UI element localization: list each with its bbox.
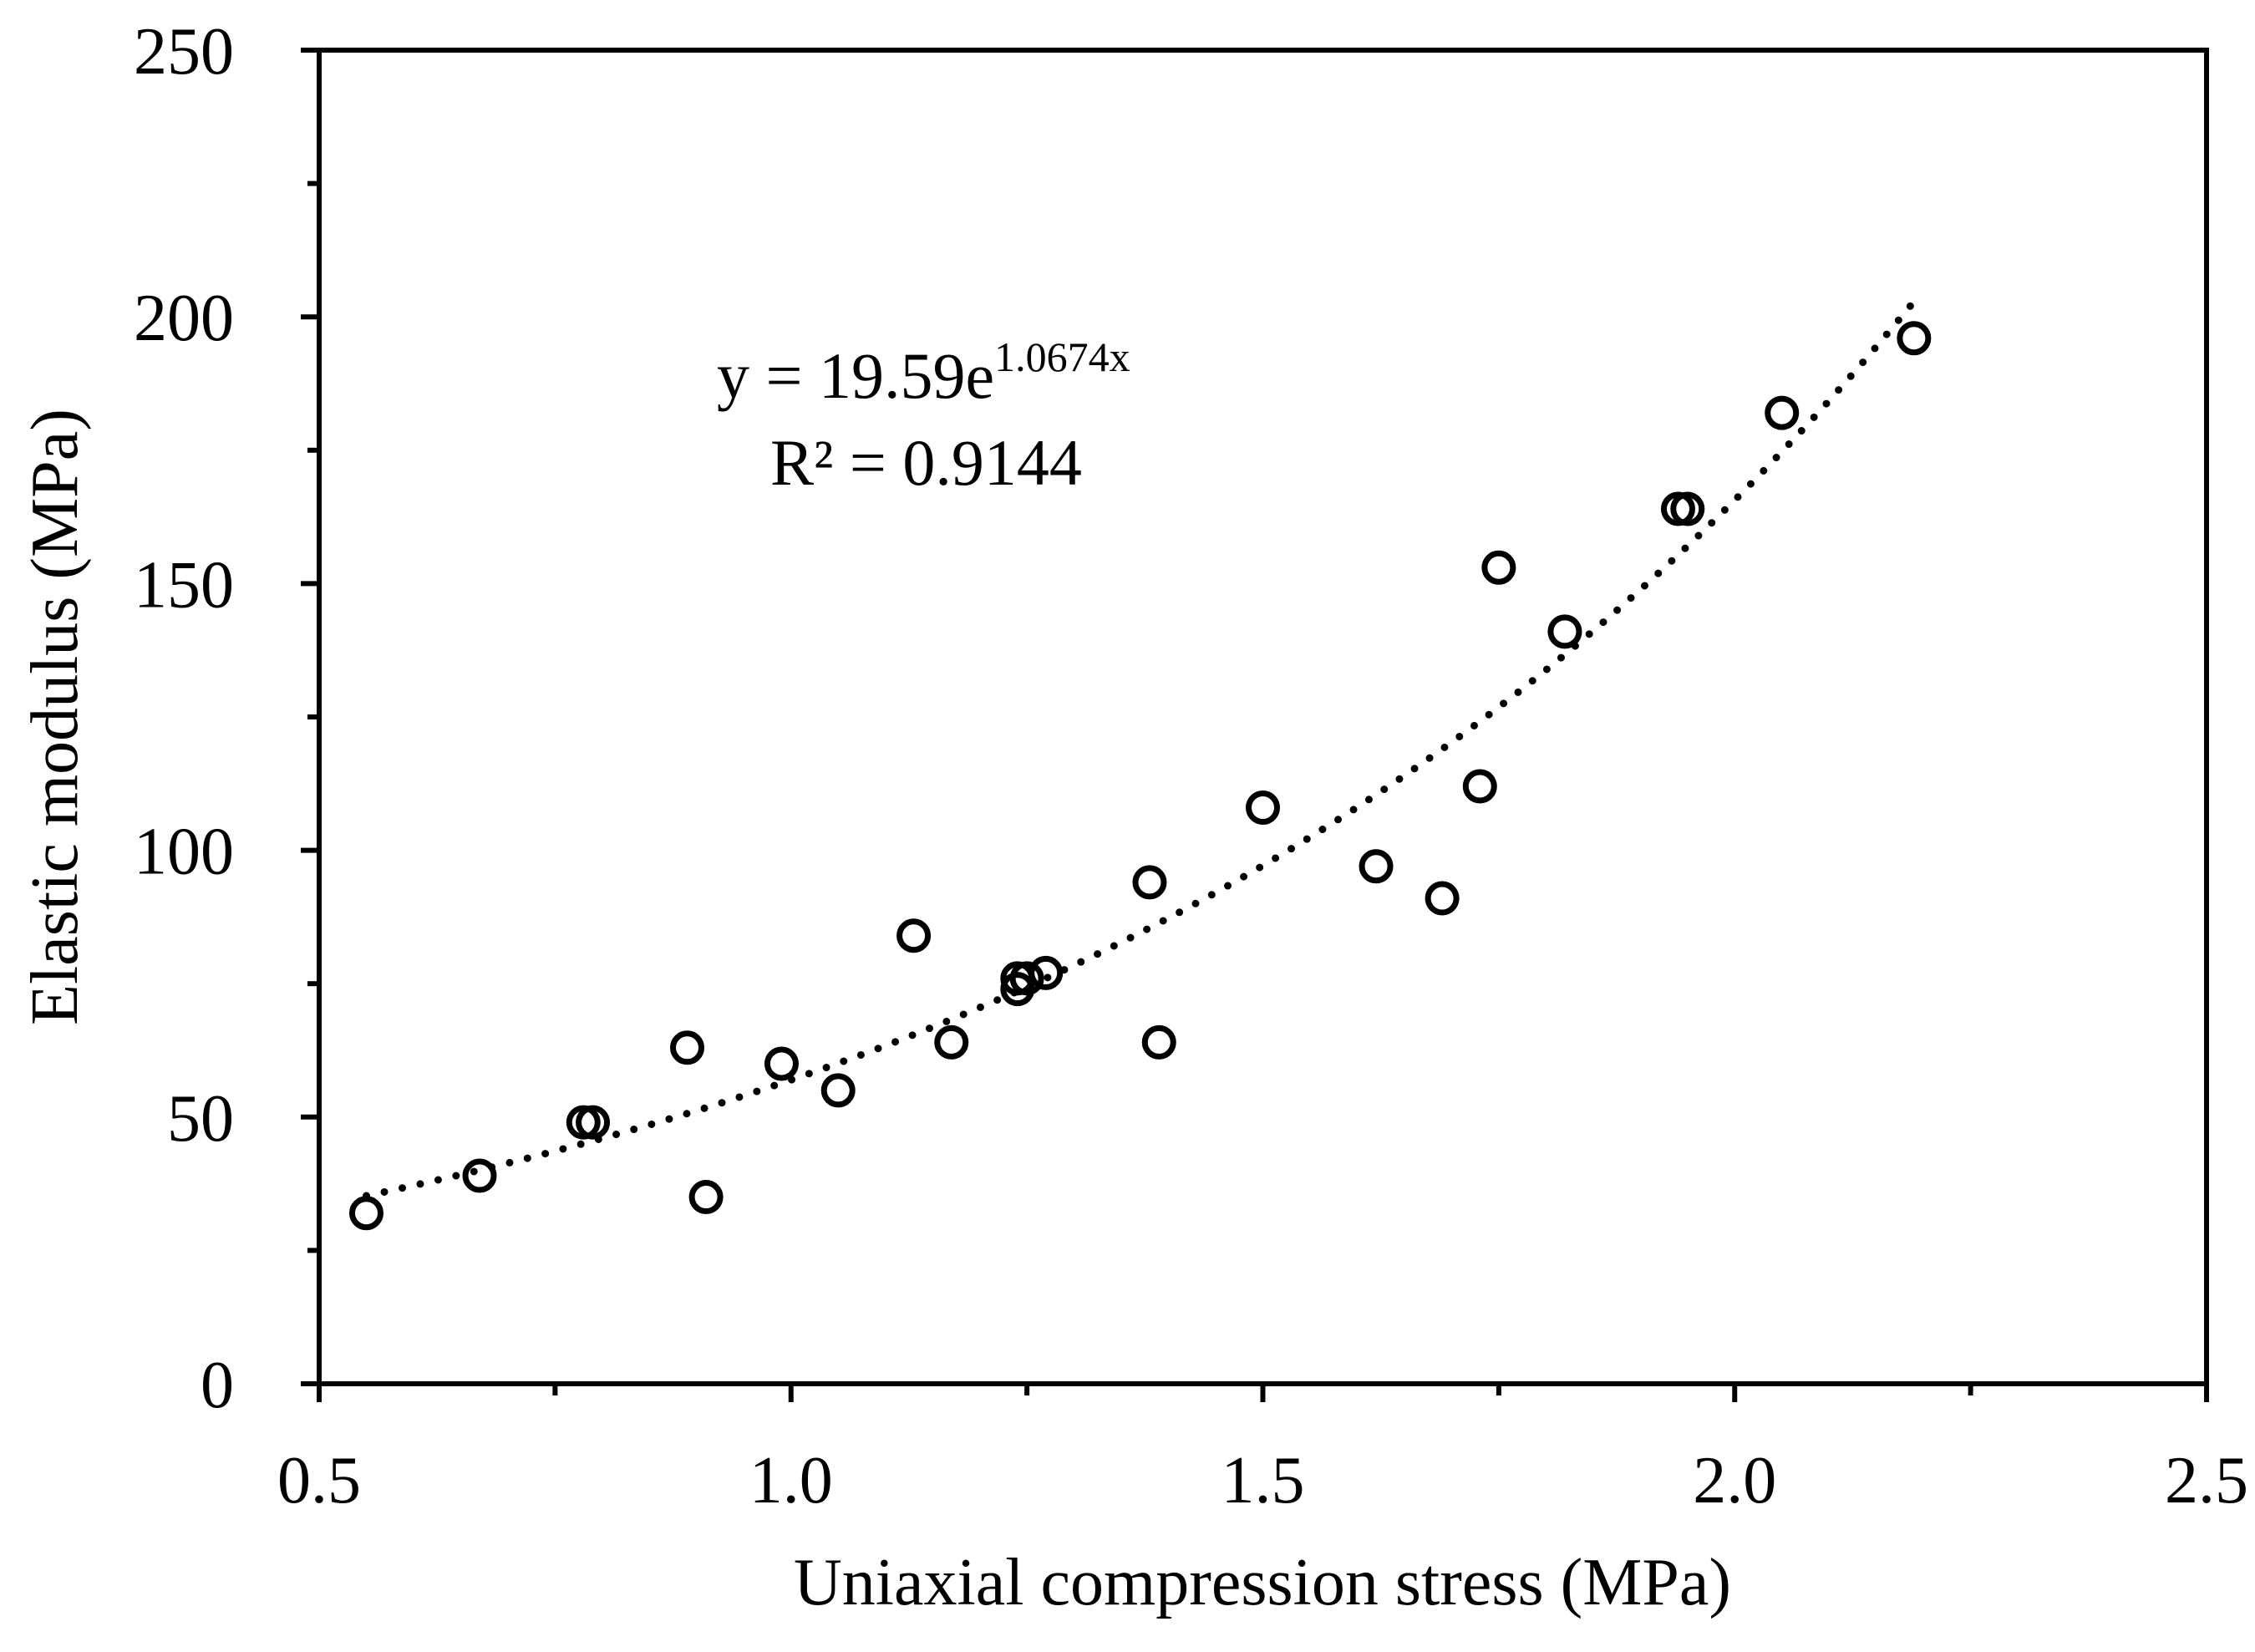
- data-point: [1246, 790, 1280, 826]
- data-point: [462, 1158, 497, 1193]
- trendline-path: [363, 297, 1918, 1200]
- data-point: [1359, 849, 1394, 884]
- x-axis-title: Uniaxial compression stress (MPa): [794, 1546, 1731, 1619]
- y-axis-title: Elastic modulus (MPa): [18, 409, 92, 1025]
- equation-annotation: y = 19.59e1.0674x: [717, 333, 1130, 412]
- data-point: [764, 1046, 799, 1081]
- y-tick-label: 100: [134, 816, 234, 889]
- x-tick-label: 0.5: [277, 1444, 361, 1517]
- equation-base: y = 19.59e: [717, 339, 994, 412]
- x-tick-label: 1.5: [1221, 1444, 1305, 1517]
- exponential-trendline: [363, 297, 1918, 1200]
- data-point: [1028, 955, 1064, 990]
- x-axis-tick-labels: 0.5 1.0 1.5 2.0 2.5: [277, 1444, 2248, 1517]
- y-tick-label: 150: [134, 548, 234, 622]
- y-axis-tick-labels: 0 50 100 150 200 250: [134, 15, 234, 1422]
- data-point: [820, 1073, 856, 1108]
- data-point: [1547, 614, 1582, 649]
- scatter-points: [348, 321, 1932, 1231]
- data-point: [576, 1105, 611, 1140]
- x-tick-label: 2.5: [2165, 1444, 2248, 1517]
- data-point: [1425, 881, 1460, 916]
- data-point: [1462, 769, 1497, 804]
- data-point: [934, 1024, 969, 1060]
- data-point: [1765, 395, 1800, 430]
- data-point: [688, 1180, 724, 1215]
- y-tick-label: 0: [201, 1349, 234, 1422]
- data-point: [896, 918, 932, 953]
- x-tick-label: 1.0: [749, 1444, 833, 1517]
- equation-exponent: 1.0674x: [994, 333, 1130, 380]
- data-point: [1141, 1024, 1176, 1060]
- data-point: [1897, 321, 1932, 356]
- y-tick-label: 50: [167, 1082, 234, 1156]
- data-point: [1481, 550, 1516, 585]
- data-point: [1670, 491, 1705, 526]
- data-point: [1009, 961, 1044, 996]
- x-axis-ticks: [317, 1384, 2209, 1402]
- x-tick-label: 2.0: [1693, 1444, 1776, 1517]
- data-point: [348, 1196, 383, 1231]
- y-tick-label: 250: [134, 15, 234, 89]
- y-tick-label: 200: [134, 282, 234, 355]
- data-point: [670, 1030, 705, 1065]
- data-point: [1132, 865, 1167, 900]
- y-axis-ticks: [301, 48, 319, 1386]
- r-squared-annotation: R² = 0.9144: [770, 426, 1082, 499]
